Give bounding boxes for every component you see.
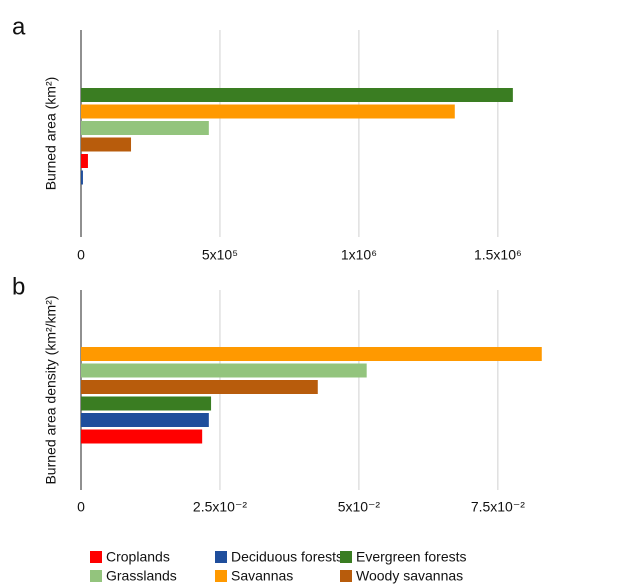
legend-swatch <box>215 570 227 582</box>
legend-swatch <box>215 551 227 563</box>
x-tick-label: 5x10⁻² <box>338 499 381 515</box>
legend-label: Grasslands <box>106 568 177 584</box>
legend-swatch <box>340 570 352 582</box>
bar <box>81 347 542 361</box>
bar <box>81 88 513 102</box>
panel-label: a <box>12 13 26 40</box>
x-tick-label: 5x10⁵ <box>202 247 238 263</box>
bar <box>81 121 209 135</box>
x-tick-label: 7.5x10⁻² <box>471 499 525 515</box>
bar <box>81 380 318 394</box>
bar <box>81 154 88 168</box>
bar <box>81 429 203 444</box>
bar <box>81 396 212 411</box>
bar <box>81 363 367 378</box>
x-tick-label: 0 <box>77 499 85 515</box>
x-tick-label: 1x10⁶ <box>341 247 377 263</box>
legend-label: Savannas <box>231 568 293 584</box>
bar <box>81 170 83 185</box>
x-tick-label: 2.5x10⁻² <box>193 499 247 515</box>
x-tick-label: 1.5x10⁶ <box>474 247 522 263</box>
legend-swatch <box>90 551 102 563</box>
legend-label: Woody savannas <box>356 568 463 584</box>
y-axis-title: Burned area density (km²/km²) <box>43 295 59 484</box>
bar <box>81 137 132 152</box>
bar <box>81 413 209 427</box>
legend-label: Deciduous forests <box>231 549 343 565</box>
y-axis-title: Burned area (km²) <box>43 77 59 191</box>
x-tick-label: 0 <box>77 247 85 263</box>
bar <box>81 104 455 119</box>
legend-swatch <box>340 551 352 563</box>
panel-label: b <box>12 273 25 300</box>
legend-swatch <box>90 570 102 582</box>
legend-label: Croplands <box>106 549 170 565</box>
legend-label: Evergreen forests <box>356 549 467 565</box>
